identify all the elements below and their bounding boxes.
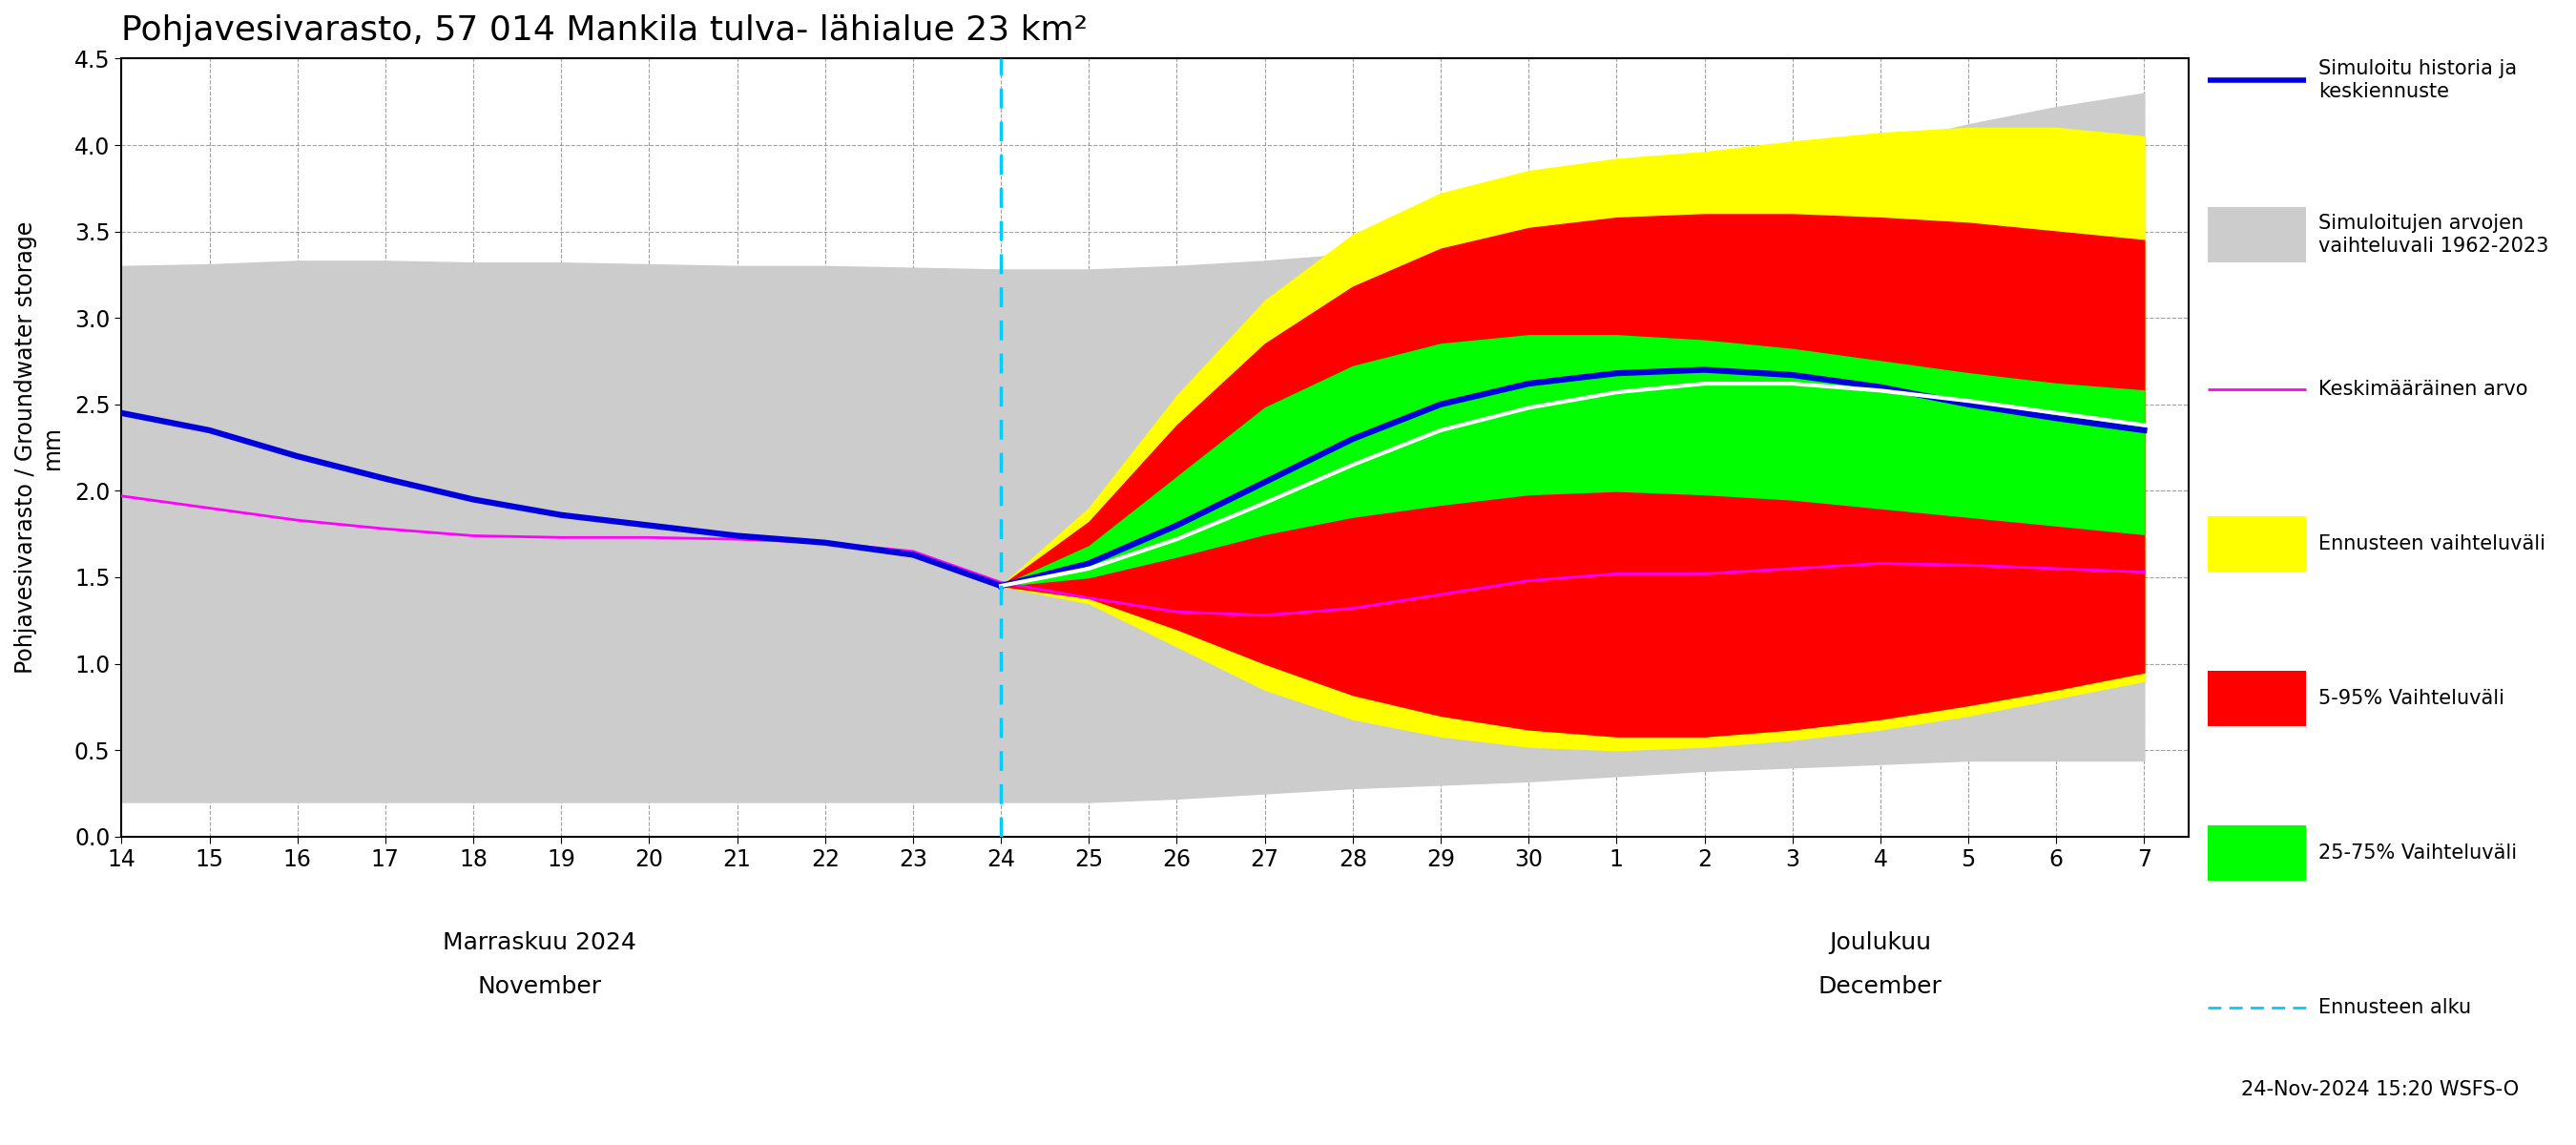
Text: 24-Nov-2024 15:20 WSFS-O: 24-Nov-2024 15:20 WSFS-O [2241, 1080, 2519, 1099]
Text: December: December [1819, 974, 1942, 997]
Text: Simuloitu historia ja
keskiennuste: Simuloitu historia ja keskiennuste [2318, 60, 2517, 101]
Y-axis label: Pohjavesivarasto / Groundwater storage
mm: Pohjavesivarasto / Groundwater storage m… [15, 221, 64, 674]
Text: Marraskuu 2024: Marraskuu 2024 [443, 932, 636, 955]
Text: Ennusteen vaihteluväli: Ennusteen vaihteluväli [2318, 535, 2545, 553]
Text: Pohjavesivarasto, 57 014 Mankila tulva- lähialue 23 km²: Pohjavesivarasto, 57 014 Mankila tulva- … [121, 14, 1087, 47]
Text: Simuloitujen arvojen
vaihteluvali 1962-2023: Simuloitujen arvojen vaihteluvali 1962-2… [2318, 214, 2548, 255]
Text: 25-75% Vaihteluväli: 25-75% Vaihteluväli [2318, 844, 2517, 862]
Text: November: November [477, 974, 600, 997]
Text: 5-95% Vaihteluväli: 5-95% Vaihteluväli [2318, 689, 2504, 708]
Text: Joulukuu: Joulukuu [1829, 932, 1932, 955]
Text: Keskimääräinen arvo: Keskimääräinen arvo [2318, 380, 2527, 398]
Text: Ennusteen alku: Ennusteen alku [2318, 998, 2470, 1017]
